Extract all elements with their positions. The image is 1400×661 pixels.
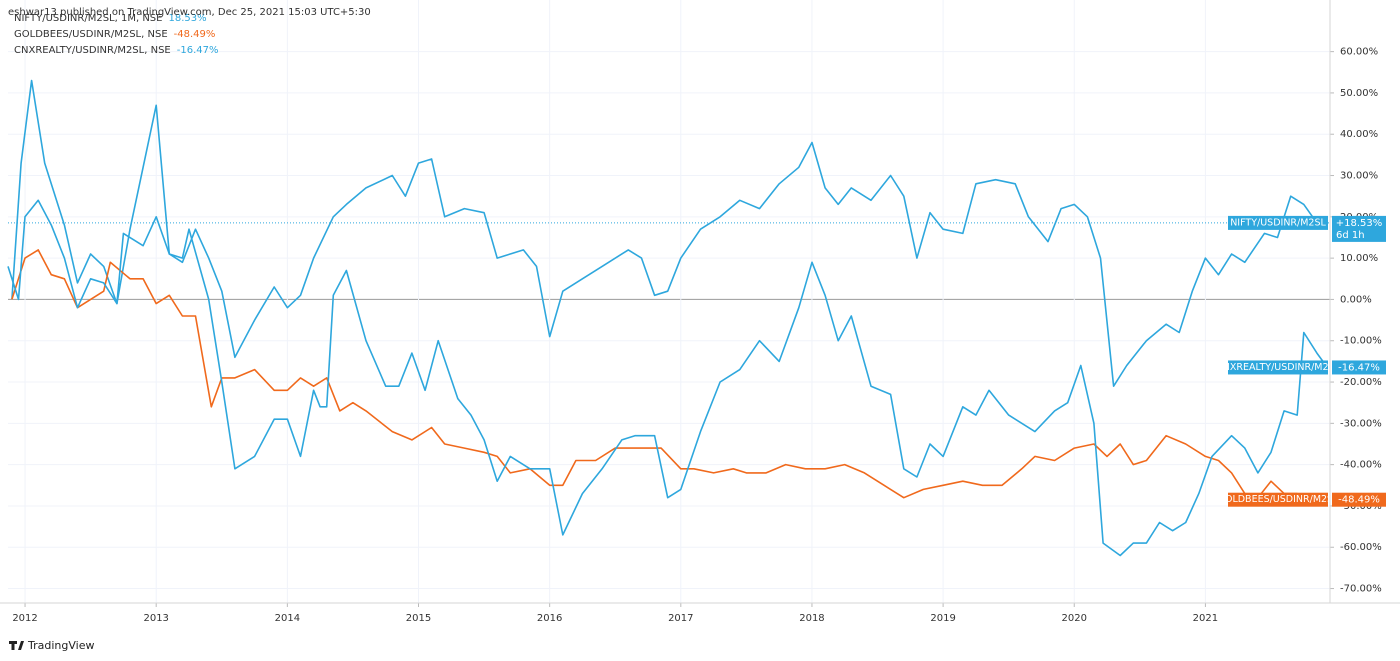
legend-value: -16.47% xyxy=(177,45,219,56)
x-tick-label: 2020 xyxy=(1062,613,1087,624)
price-tag: -16.47% xyxy=(1338,362,1380,373)
series-tag: CNXREALTY/USDINR/M2SL xyxy=(1216,362,1340,373)
countdown: 6d 1h xyxy=(1336,230,1365,241)
caption: eshwar13 published on TradingView.com, D… xyxy=(8,7,371,18)
y-tick-label: -30.00% xyxy=(1340,418,1382,429)
x-tick-label: 2017 xyxy=(668,613,693,624)
source: TradingView xyxy=(27,639,94,652)
x-tick-label: 2015 xyxy=(406,613,431,624)
x-tick-label: 2019 xyxy=(930,613,955,624)
x-tick-label: 2013 xyxy=(143,613,168,624)
legend-name: NIFTY/USDINR/M2SL, 1M, NSE xyxy=(14,13,162,24)
y-tick-label: -20.00% xyxy=(1340,377,1382,388)
y-tick-label: 50.00% xyxy=(1340,88,1378,99)
y-tick-label: 40.00% xyxy=(1340,129,1378,140)
price-tag-box xyxy=(1332,492,1386,507)
legend-name: CNXREALTY/USDINR/M2SL, NSE xyxy=(14,45,171,56)
y-tick-label: -40.00% xyxy=(1340,460,1382,471)
series-line xyxy=(7,199,1329,557)
x-tick-label: 2012 xyxy=(12,613,37,624)
series-line xyxy=(11,79,1318,387)
series-line xyxy=(11,249,1315,501)
price-tag-box xyxy=(1332,360,1386,375)
y-tick-label: -70.00% xyxy=(1340,584,1382,595)
price-tag: -48.49% xyxy=(1338,495,1380,506)
series-tag: GOLDBEES/USDINR/M2SL xyxy=(1218,494,1339,505)
y-tick-label: 0.00% xyxy=(1340,294,1372,305)
legend-name: GOLDBEES/USDINR/M2SL, NSE xyxy=(14,29,168,40)
series-tag: NIFTY/USDINR/M2SL xyxy=(1230,217,1326,228)
price-tag: +18.53% xyxy=(1336,218,1383,229)
overlay: NIFTY/USDINR/M2SL, 1M, NSE 18.53%GOLDBEES… xyxy=(8,13,1386,507)
plot xyxy=(7,79,1329,557)
x-tick-label: 2021 xyxy=(1193,613,1218,624)
x-tick-label: 2018 xyxy=(799,613,824,624)
y-tick-label: 30.00% xyxy=(1340,171,1378,182)
logo xyxy=(9,641,24,650)
price-tag-box xyxy=(1332,215,1386,242)
y-tick-label: -60.00% xyxy=(1340,542,1382,553)
legend-value: -48.49% xyxy=(174,29,216,40)
y-tick-label: 60.00% xyxy=(1340,47,1378,58)
series-tag-box xyxy=(1228,360,1328,375)
y-tick-label: -10.00% xyxy=(1340,336,1382,347)
y-tick-label: 10.00% xyxy=(1340,253,1378,264)
x-tick-label: 2016 xyxy=(537,613,562,624)
legend-value: 18.53% xyxy=(168,13,206,24)
x-tick-label: 2014 xyxy=(275,613,300,624)
series-tag-box xyxy=(1228,492,1328,507)
series-tag-box xyxy=(1228,215,1328,230)
